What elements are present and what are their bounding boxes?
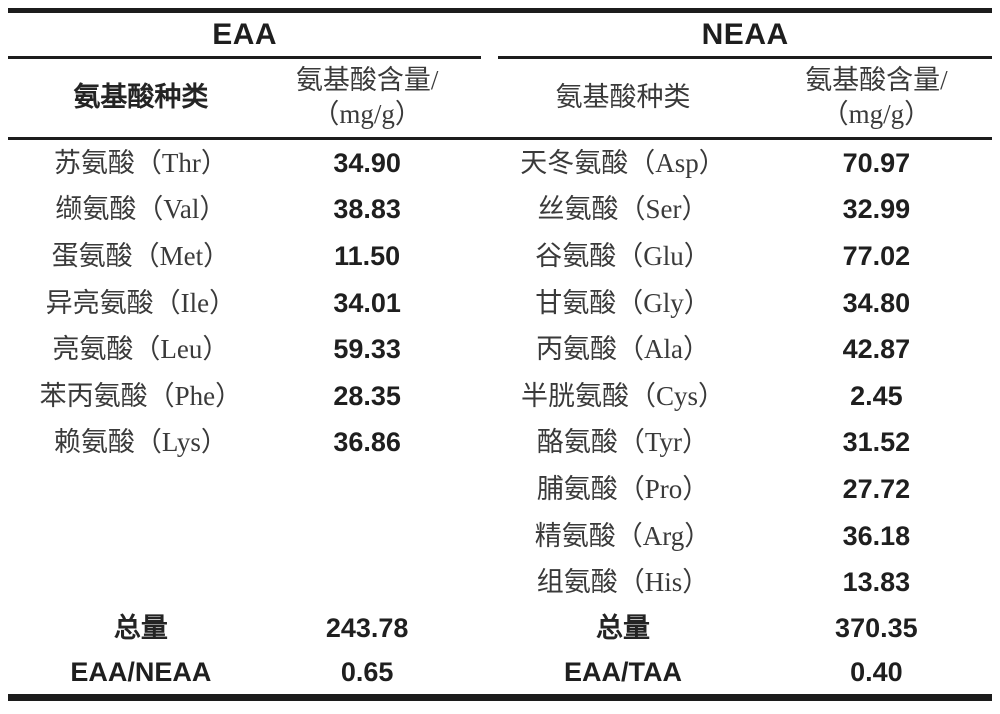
neaa-ratio-value: 0.40 [850,657,903,688]
eaa-name-cell: 苏氨酸（Thr） [53,147,228,178]
neaa-value-cell: 32.99 [842,194,911,225]
neaa-name-cell: 组氨酸（His） [536,567,710,598]
totals-row: 总量 243.78 总量 370.35 [8,606,992,652]
eaa-value-cell: 59.33 [333,334,401,365]
table-row: 赖氨酸（Lys） 36.86 酪氨酸（Tyr） 31.52 [8,420,992,467]
group-header-row: EAA NEAA [8,13,992,59]
eaa-total-value: 243.78 [325,613,409,644]
table-row: 脯氨酸（Pro） 27.72 [8,466,992,513]
neaa-value-cell: 77.02 [842,240,911,271]
table-row: 亮氨酸（Leu） 59.33 丙氨酸（Ala） 42.87 [8,326,992,373]
neaa-value-cell: 34.80 [842,287,911,318]
table-row: 蛋氨酸（Met） 11.50 谷氨酸（Glu） 77.02 [8,233,992,280]
neaa-name-cell: 丙氨酸（Ala） [535,334,710,365]
eaa-value-cell: 36.86 [333,427,401,458]
eaa-name-cell: 亮氨酸（Leu） [52,334,230,365]
eaa-value-cell: 28.35 [333,380,401,411]
eaa-name-cell: 赖氨酸（Lys） [53,427,228,458]
neaa-name-cell: 脯氨酸（Pro） [536,473,710,504]
neaa-group-title: NEAA [498,13,992,59]
eaa-ratio-value: 0.65 [340,657,394,688]
neaa-value-cell: 13.83 [842,567,911,598]
neaa-value-cell: 42.87 [842,334,911,365]
table-row: 苯丙氨酸（Phe） 28.35 半胱氨酸（Cys） 2.45 [8,373,992,420]
neaa-name-cell: 丝氨酸（Ser） [537,194,709,225]
table-row: 缬氨酸（Val） 38.83 丝氨酸（Ser） 32.99 [8,187,992,234]
eaa-value-cell: 34.01 [333,287,401,318]
eaa-total-label: 总量 [113,613,168,644]
top-border-line [8,8,992,13]
neaa-value-cell: 36.18 [842,520,911,551]
neaa-value-cell: 2.45 [850,380,903,411]
table-row: 组氨酸（His） 13.83 [8,559,992,606]
neaa-total-value: 370.35 [835,613,918,644]
bottom-border-line [8,693,992,701]
neaa-value-cell: 27.72 [842,473,911,504]
eaa-group-title: EAA [8,13,482,59]
neaa-name-cell: 天冬氨酸（Asp） [520,147,726,178]
eaa-ratio-label: EAA/NEAA [70,657,212,688]
eaa-value-header-line1: 氨基酸含量/ [295,65,439,96]
neaa-name-cell: 精氨酸（Arg） [534,520,712,551]
neaa-value-column-header: 氨基酸含量/ （mg/g） [761,64,992,132]
neaa-value-header-line1: 氨基酸含量/ [805,65,948,96]
ratio-row: EAA/NEAA 0.65 EAA/TAA 0.40 [8,652,992,694]
eaa-name-cell: 蛋氨酸（Met） [51,240,231,271]
eaa-name-cell: 苯丙氨酸（Phe） [39,380,243,411]
neaa-ratio-label: EAA/TAA [563,657,682,688]
eaa-name-cell: 异亮氨酸（Ile） [45,287,237,318]
neaa-name-cell: 谷氨酸（Glu） [535,240,711,271]
neaa-value-header-line2: （mg/g） [821,99,932,129]
neaa-value-cell: 31.52 [842,427,911,458]
neaa-name-column-header: 氨基酸种类 [555,82,691,113]
eaa-value-cell: 38.83 [333,194,401,225]
neaa-name-cell: 酪氨酸（Tyr） [536,427,710,458]
eaa-value-column-header: 氨基酸含量/ （mg/g） [274,64,461,132]
eaa-value-cell: 34.90 [333,147,401,178]
neaa-total-label: 总量 [595,613,650,644]
column-header-row: 氨基酸种类 氨基酸含量/ （mg/g） 氨基酸种类 氨基酸含量/ （mg/g） [8,59,992,137]
header-divider-line [8,137,992,140]
neaa-name-cell: 甘氨酸（Gly） [535,287,711,318]
table-body: 苏氨酸（Thr） 34.90 天冬氨酸（Asp） 70.97 缬氨酸（Val） 38.83… [8,140,992,606]
neaa-value-cell: 70.97 [842,147,911,178]
eaa-name-cell: 缬氨酸（Val） [55,194,227,225]
eaa-value-cell: 11.50 [334,240,401,271]
eaa-name-column-header: 氨基酸种类 [73,82,209,113]
table-row: 精氨酸（Arg） 36.18 [8,513,992,560]
eaa-value-header-line2: （mg/g） [312,99,422,129]
table-row: 苏氨酸（Thr） 34.90 天冬氨酸（Asp） 70.97 [8,140,992,187]
neaa-name-cell: 半胱氨酸（Cys） [520,380,725,411]
table-row: 异亮氨酸（Ile） 34.01 甘氨酸（Gly） 34.80 [8,280,992,327]
